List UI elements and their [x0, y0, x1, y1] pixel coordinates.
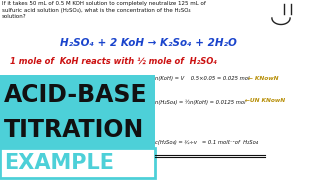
Text: ← KNowN: ← KNowN — [248, 76, 278, 81]
Text: 1 mole of  KoH reacts with ½ mole of  H₂SO₄: 1 mole of KoH reacts with ½ mole of H₂SO… — [10, 57, 217, 66]
Text: TITRATION: TITRATION — [4, 118, 144, 142]
Text: n(H₂So₄) = ½n(KoH) = 0.0125 mol: n(H₂So₄) = ½n(KoH) = 0.0125 mol — [155, 100, 246, 105]
Text: ←UN KNowN: ←UN KNowN — [245, 98, 285, 103]
Text: ACID-BASE: ACID-BASE — [4, 83, 148, 107]
Text: H₂SO₄ + 2 KoH → K₂So₄ + 2H₂O: H₂SO₄ + 2 KoH → K₂So₄ + 2H₂O — [60, 38, 237, 48]
Text: EXAMPLE: EXAMPLE — [4, 153, 114, 173]
Text: n(KoH) = V    0.5×0.05 = 0.025 mol: n(KoH) = V 0.5×0.05 = 0.025 mol — [155, 76, 250, 81]
Text: If it takes 50 mL of 0.5 M KOH solution to completely neutralize 125 mL of
sulfu: If it takes 50 mL of 0.5 M KOH solution … — [2, 1, 206, 19]
Bar — [0, 75, 155, 112]
Bar — [0, 148, 155, 178]
Text: c(H₂So₄) = ¾÷v   = 0.1 molℓ⁻¹of  H₂So₄: c(H₂So₄) = ¾÷v = 0.1 molℓ⁻¹of H₂So₄ — [155, 140, 258, 145]
Bar — [0, 112, 155, 148]
